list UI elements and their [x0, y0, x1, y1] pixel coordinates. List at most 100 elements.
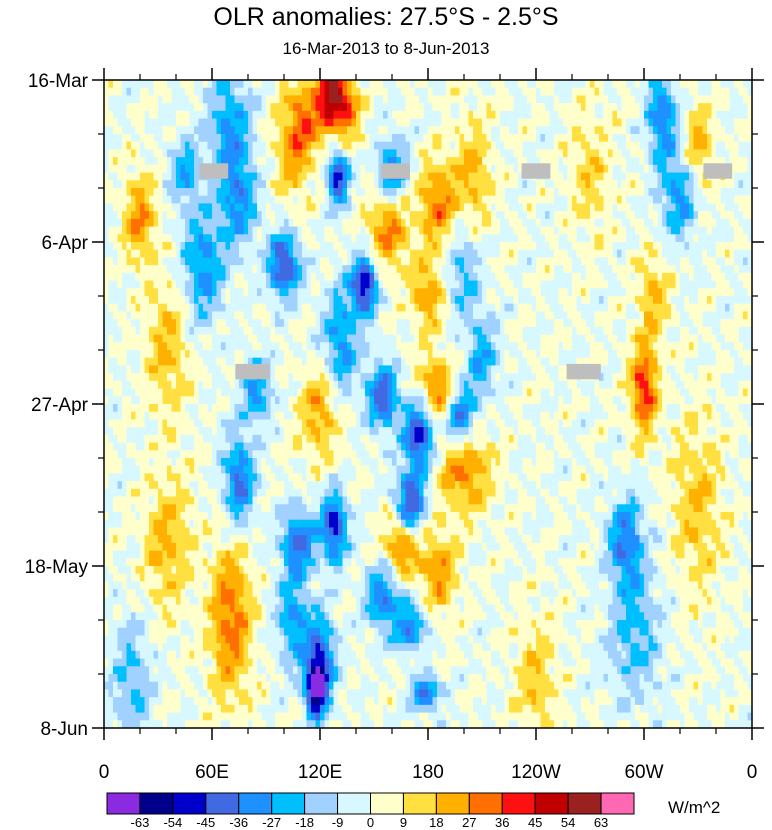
field-cell: [311, 180, 317, 189]
field-cell: [495, 95, 501, 104]
field-cell: [302, 234, 308, 243]
field-cell: [311, 80, 317, 89]
field-cell: [351, 226, 357, 235]
field-cell: [693, 188, 699, 197]
field-cell: [122, 141, 128, 151]
field-cell: [572, 195, 578, 205]
field-cell: [261, 157, 267, 166]
field-cell: [513, 134, 519, 143]
field-cell: [320, 172, 326, 181]
field-cell: [491, 157, 497, 166]
field-cell: [342, 149, 348, 158]
field-cell: [747, 80, 752, 89]
field-cell: [387, 296, 393, 305]
field-cell: [117, 157, 123, 166]
field-cell: [261, 288, 267, 297]
field-cell: [297, 288, 303, 297]
field-cell: [720, 249, 726, 259]
field-cell: [171, 242, 177, 251]
field-cell: [671, 164, 677, 174]
field-cell: [360, 188, 366, 197]
field-cell: [360, 242, 366, 251]
field-cell: [716, 118, 722, 127]
field-cell: [518, 95, 524, 104]
field-cell: [662, 226, 668, 235]
field-cell: [540, 265, 546, 274]
field-cell: [369, 326, 375, 336]
field-cell: [522, 303, 528, 313]
field-cell: [351, 296, 357, 305]
field-cell: [527, 110, 533, 120]
field-cell: [212, 95, 218, 104]
field-cell: [554, 164, 560, 174]
field-cell: [477, 157, 483, 166]
field-cell: [302, 211, 308, 220]
field-cell: [617, 280, 623, 289]
field-cell: [563, 80, 569, 89]
field-cell: [158, 118, 164, 127]
field-cell: [590, 265, 596, 274]
field-cell: [477, 218, 483, 228]
field-cell: [162, 334, 168, 343]
field-cell: [707, 257, 713, 266]
field-cell: [207, 342, 213, 351]
field-cell: [743, 249, 749, 259]
field-cell: [680, 172, 686, 181]
field-cell: [455, 226, 461, 235]
field-cell: [567, 103, 573, 112]
field-cell: [140, 141, 146, 151]
field-cell: [176, 311, 182, 320]
field-cell: [743, 134, 749, 143]
field-cell: [108, 249, 114, 259]
field-cell: [473, 157, 479, 166]
field-cell: [639, 103, 645, 112]
field-cell: [347, 234, 353, 243]
field-cell: [567, 141, 573, 151]
field-cell: [558, 149, 564, 158]
field-cell: [158, 95, 164, 104]
field-cell: [257, 180, 263, 189]
field-cell: [216, 141, 222, 151]
field-cell: [734, 141, 740, 151]
field-cell: [162, 118, 168, 127]
field-cell: [198, 118, 204, 127]
field-cell: [693, 280, 699, 289]
field-cell: [405, 180, 411, 189]
field-cell: [338, 95, 344, 104]
field-cell: [720, 303, 726, 313]
field-cell: [536, 257, 542, 266]
field-cell: [743, 118, 749, 127]
field-cell: [437, 242, 443, 251]
field-cell: [608, 303, 614, 313]
field-cell: [284, 149, 290, 158]
field-cell: [743, 211, 749, 220]
field-cell: [153, 211, 159, 220]
field-cell: [392, 103, 398, 112]
field-cell: [207, 311, 213, 320]
field-cell: [311, 87, 317, 97]
field-cell: [522, 242, 528, 251]
field-cell: [666, 326, 672, 336]
field-cell: [711, 257, 717, 266]
field-cell: [671, 296, 677, 305]
field-cell: [221, 80, 227, 89]
field-cell: [468, 172, 474, 181]
field-cell: [180, 249, 186, 259]
field-cell: [590, 249, 596, 259]
field-cell: [450, 95, 456, 104]
field-cell: [500, 157, 506, 166]
field-cell: [531, 110, 537, 120]
field-cell: [428, 118, 434, 127]
field-cell: [684, 118, 690, 127]
field-cell: [657, 126, 663, 135]
field-cell: [288, 141, 294, 151]
field-cell: [410, 103, 416, 112]
field-cell: [216, 326, 222, 336]
field-cell: [720, 95, 726, 104]
field-cell: [581, 280, 587, 289]
field-cell: [540, 303, 546, 313]
field-cell: [297, 87, 303, 97]
field-cell: [599, 288, 605, 297]
field-cell: [302, 110, 308, 120]
field-cell: [522, 80, 528, 89]
